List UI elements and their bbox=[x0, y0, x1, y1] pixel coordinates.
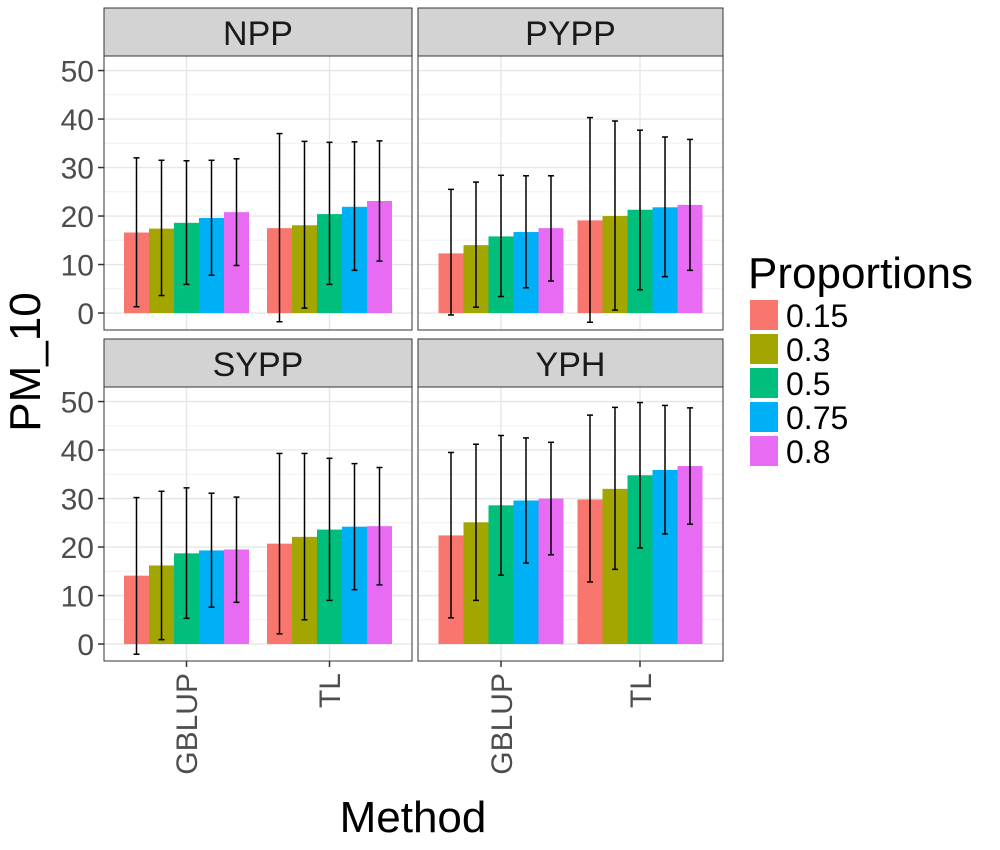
y-tick-label: 0 bbox=[77, 629, 94, 662]
legend-swatch-0.5 bbox=[750, 368, 778, 398]
legend: Proportions 0.150.30.50.750.8 bbox=[748, 249, 973, 470]
strip-label-npp: NPP bbox=[223, 15, 293, 53]
y-tick-label: 40 bbox=[61, 104, 94, 137]
panel-border bbox=[417, 386, 724, 662]
strip-background bbox=[103, 338, 413, 388]
errorbar-group bbox=[133, 132, 383, 323]
legend-label-0.15: 0.15 bbox=[786, 298, 848, 334]
y-tick-label: 30 bbox=[61, 153, 94, 186]
y-tick-label: 10 bbox=[61, 581, 94, 614]
legend-title: Proportions bbox=[748, 249, 973, 298]
x-tick-label-gblup: GBLUP bbox=[171, 673, 204, 775]
strip-background bbox=[417, 338, 724, 388]
panel-sypp: SYPP bbox=[103, 338, 413, 662]
panel-border bbox=[103, 386, 413, 662]
strip-label-pypp: PYPP bbox=[525, 15, 616, 53]
x-tick-label-tl: TL bbox=[314, 673, 347, 708]
legend-label-0.5: 0.5 bbox=[786, 366, 830, 402]
legend-label-0.75: 0.75 bbox=[786, 400, 848, 436]
y-tick-label: 40 bbox=[61, 435, 94, 468]
y-axes: 0 10 20 30 40 50 0 10 20 30 40 50 bbox=[61, 56, 104, 662]
panel-border bbox=[103, 55, 413, 331]
legend-label-0.8: 0.8 bbox=[786, 434, 830, 470]
legend-swatch-0.8 bbox=[750, 436, 778, 466]
panel-border bbox=[417, 55, 724, 331]
y-tick-label: 50 bbox=[61, 56, 94, 89]
y-tick-label: 30 bbox=[61, 484, 94, 517]
legend-swatch-0.15 bbox=[750, 300, 778, 330]
panel-pypp: PYPP bbox=[417, 7, 724, 331]
legend-items: 0.150.30.50.750.8 bbox=[750, 298, 848, 470]
legend-swatch-0.75 bbox=[750, 402, 778, 432]
legend-swatch-0.3 bbox=[750, 334, 778, 364]
strip-background bbox=[417, 7, 724, 57]
panel-npp: NPP bbox=[103, 7, 413, 331]
x-tick-label-tl: TL bbox=[625, 673, 658, 708]
y-tick-label: 10 bbox=[61, 250, 94, 283]
y-tick-label: 20 bbox=[61, 201, 94, 234]
strip-background bbox=[103, 7, 413, 57]
errorbar-group bbox=[448, 116, 693, 323]
y-tick-label: 50 bbox=[61, 387, 94, 420]
errorbar-group bbox=[448, 401, 693, 619]
y-tick-label: 0 bbox=[77, 298, 94, 331]
y-axis-title: PM_10 bbox=[1, 292, 50, 431]
panel-yph: YPH bbox=[417, 338, 724, 662]
strip-label-yph: YPH bbox=[536, 346, 606, 384]
x-axes: GBLUP TL GBLUP TL bbox=[171, 661, 658, 775]
errorbar-group bbox=[133, 452, 383, 655]
strip-label-sypp: SYPP bbox=[213, 346, 304, 384]
x-axis-title: Method bbox=[340, 793, 487, 842]
y-tick-label: 20 bbox=[61, 532, 94, 565]
bar-group bbox=[124, 526, 392, 645]
legend-label-0.3: 0.3 bbox=[786, 332, 830, 368]
x-tick-label-gblup: GBLUP bbox=[486, 673, 519, 775]
